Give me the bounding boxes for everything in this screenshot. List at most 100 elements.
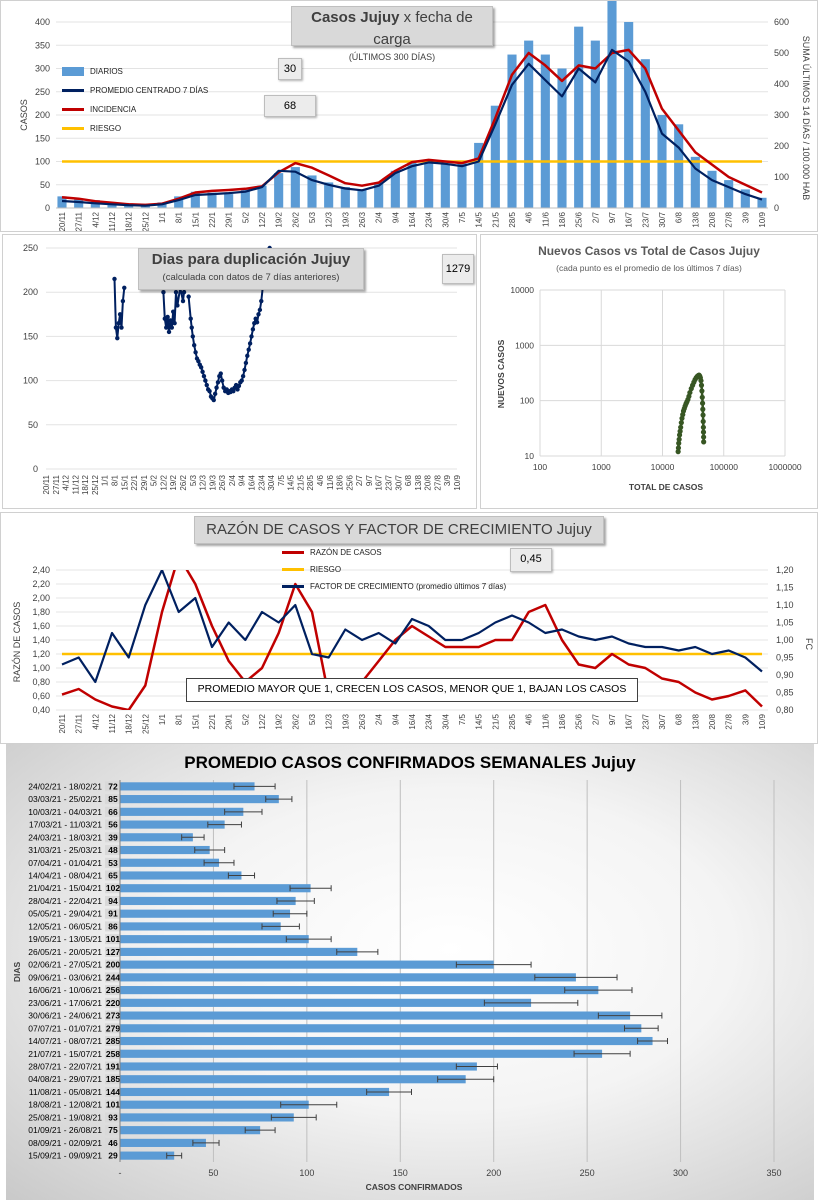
x-tick-label: 1000 <box>592 462 611 472</box>
x-tick-label: 30/7 <box>394 474 403 490</box>
x-tick-label: 11/12 <box>108 713 117 733</box>
point-duplicacion <box>186 294 191 299</box>
legend-item-riesgo: RIESGO <box>282 561 506 578</box>
x-tick-label: 22/1 <box>208 713 217 729</box>
category-label: 19/05/21 - 13/05/21 <box>28 934 102 944</box>
value-label-bg <box>105 794 120 805</box>
value-label-bg <box>105 1048 120 1059</box>
x-tick-label: 12/3 <box>325 211 334 227</box>
bar-semanal <box>120 1011 631 1020</box>
category-label: 01/09/21 - 26/08/21 <box>28 1125 102 1135</box>
bar-semanal <box>120 960 494 969</box>
x-tick-label: 30/4 <box>267 474 276 490</box>
point-duplicacion <box>188 316 193 321</box>
category-label: 18/08/21 - 12/08/21 <box>28 1100 102 1110</box>
legend-item-fc: FACTOR DE CRECIMIENTO (promedio últimos … <box>282 578 506 595</box>
x-tick-label: 150 <box>393 1168 408 1178</box>
daily-cases-legend: DIARIOS PROMEDIO CENTRADO 7 DÍAS INCIDEN… <box>62 62 208 138</box>
x-tick-label: 11/6 <box>541 211 550 227</box>
y-tick-label: 10 <box>525 451 535 461</box>
point-nuevos-vs-total <box>676 440 682 446</box>
category-label: 23/06/21 - 17/06/21 <box>28 998 102 1008</box>
x-tick-label: 350 <box>766 1168 781 1178</box>
value-label-bg <box>105 832 120 843</box>
bar-semanal <box>120 909 291 918</box>
legend-item-razon: RAZÓN DE CASOS <box>282 544 506 561</box>
point-nuevos-vs-total <box>675 445 682 451</box>
bar-semanal <box>120 1126 261 1135</box>
x-tick-label: 3/9 <box>741 713 750 725</box>
point-duplicacion <box>245 353 250 359</box>
category-label: 14/07/21 - 08/07/21 <box>28 1036 102 1046</box>
legend-label: PROMEDIO CENTRADO 7 DÍAS <box>90 86 209 95</box>
legend-item-diarios: DIARIOS <box>62 62 208 81</box>
x-tick-label: 2/7 <box>591 211 600 223</box>
value-label-bg <box>105 845 120 856</box>
bar-diarios <box>707 170 717 208</box>
legend-item-promedio: PROMEDIO CENTRADO 7 DÍAS <box>62 81 208 100</box>
category-label: 15/09/21 - 09/09/21 <box>28 1151 102 1161</box>
y2-tick-label: 100 <box>774 172 789 182</box>
x-tick-label: 23/4 <box>425 713 434 729</box>
bar-semanal <box>120 922 281 931</box>
category-label: 03/03/21 - 25/02/21 <box>28 794 102 804</box>
value-label: 53 <box>108 858 118 868</box>
point-nuevos-vs-total <box>687 389 693 396</box>
title-subtitle: (ÚLTIMOS 300 DÍAS) <box>348 52 436 62</box>
x-tick-label: 16/7 <box>375 474 384 490</box>
x-tick-label: 1/1 <box>101 474 110 486</box>
x-tick-label: 100 <box>299 1168 314 1178</box>
value-label: 56 <box>108 820 118 830</box>
legend-swatch <box>282 551 304 554</box>
x-tick-label: 12/2 <box>258 713 267 729</box>
x-tick-label: 25/12 <box>141 713 150 734</box>
point-duplicacion <box>201 373 207 379</box>
new-vs-total-chart: 100 1000 10000 100000 100000010100100010000T… <box>496 285 802 492</box>
x-tick-label: 2/4 <box>375 713 384 725</box>
point-nuevos-vs-total <box>700 412 706 418</box>
ratio-note: PROMEDIO MAYOR QUE 1, CRECEN LOS CASOS, … <box>186 678 638 702</box>
value-label-bg <box>105 883 120 894</box>
y2-tick-label: 0,80 <box>776 705 794 715</box>
x-tick-label: 7/5 <box>458 713 467 725</box>
point-duplicacion <box>166 329 172 335</box>
x-tick-label: 30/4 <box>441 713 450 729</box>
legend-swatch <box>282 568 304 571</box>
x-tick-label: 2/4 <box>375 211 384 223</box>
x-tick-label: 20/11 <box>42 474 51 494</box>
bar-diarios <box>274 173 284 208</box>
point-duplicacion <box>259 298 264 304</box>
x-tick-label: 5/2 <box>150 474 159 486</box>
point-duplicacion <box>231 389 236 394</box>
y-tick-label: 0 <box>45 203 50 213</box>
doubling-subtitle: (calculada con datos de 7 días anteriore… <box>162 272 340 283</box>
value-label: 279 <box>106 1023 120 1033</box>
x-tick-label: 1/1 <box>158 211 167 223</box>
point-duplicacion <box>193 350 198 355</box>
value-label-bg <box>105 1112 120 1123</box>
legend-swatch <box>282 585 304 588</box>
x-tick-label: 14/5 <box>287 474 296 490</box>
y2-tick-label: 0 <box>774 203 779 213</box>
bar-diarios <box>57 196 67 208</box>
x-tick-label: 26/2 <box>179 474 188 490</box>
point-nuevos-vs-total <box>701 439 707 445</box>
y-tick-label: 2,20 <box>32 579 50 589</box>
value-label-bg <box>105 1137 120 1148</box>
x-tick-label: 9/4 <box>238 474 247 486</box>
category-label: 07/04/21 - 01/04/21 <box>28 858 102 868</box>
x-tick-label: 29/1 <box>225 211 234 227</box>
category-label: 28/04/21 - 22/04/21 <box>28 896 102 906</box>
legend-item-incidencia: INCIDENCIA <box>62 100 208 119</box>
x-tick-label: 200 <box>486 1168 501 1178</box>
x-tick-label: 23/7 <box>385 474 394 490</box>
x-tick-label: 27/11 <box>52 474 61 494</box>
x-tick-label: 8/1 <box>175 713 184 725</box>
x-tick-label: 1000000 <box>768 462 801 472</box>
value-box-68: 68 <box>264 95 316 117</box>
y2-tick-label: 0,90 <box>776 670 794 680</box>
bar-semanal <box>120 1113 294 1122</box>
x-tick-label: 14/5 <box>475 211 484 227</box>
point-duplicacion <box>212 391 218 397</box>
